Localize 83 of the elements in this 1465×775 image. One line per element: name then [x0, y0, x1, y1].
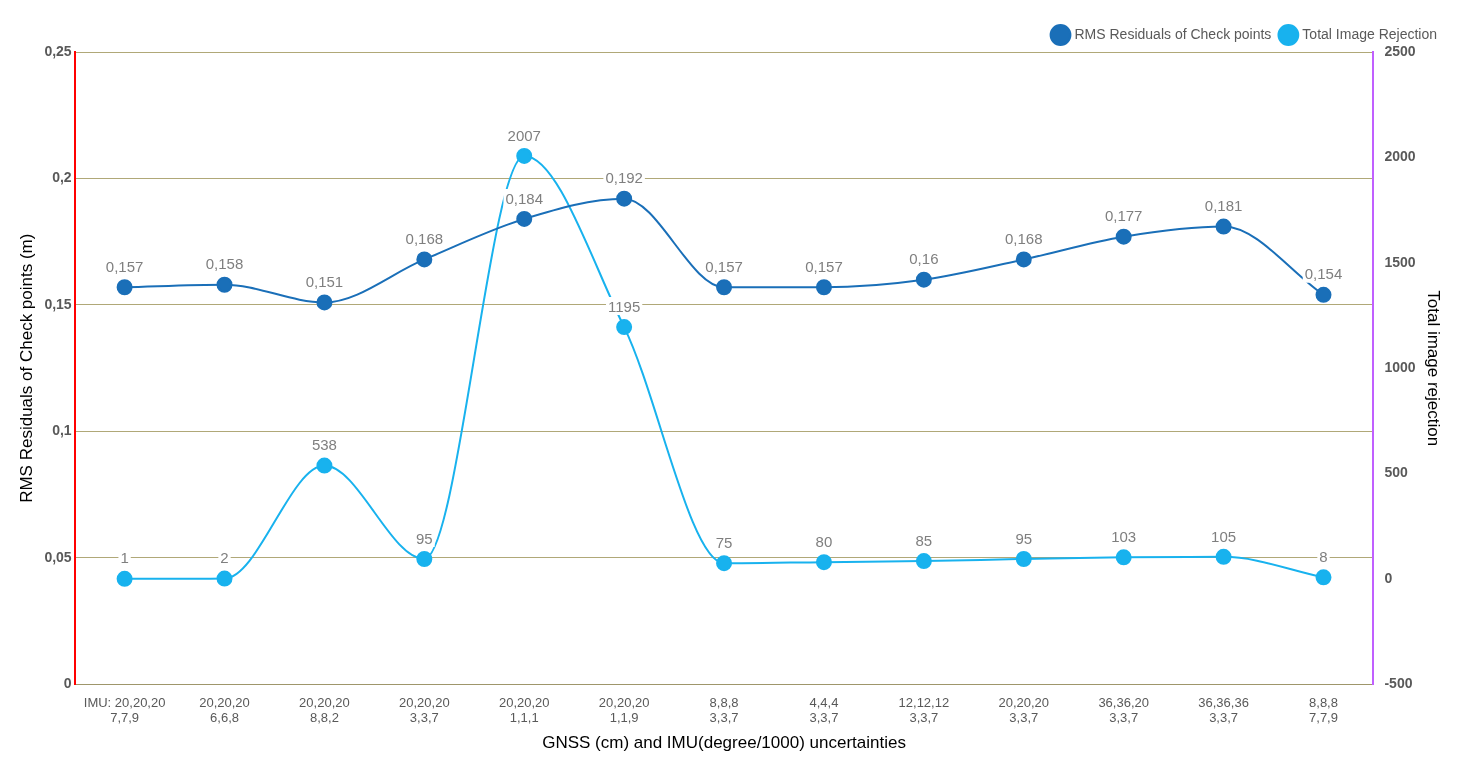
point: [1315, 569, 1332, 586]
point: [1215, 218, 1232, 235]
x-tick-label: 12,12,12 3,3,7: [898, 694, 950, 726]
data-label: 538: [311, 436, 337, 454]
data-label: 75: [715, 533, 733, 551]
data-label: 95: [1015, 529, 1033, 547]
data-label: 0,151: [305, 273, 344, 291]
point: [1015, 550, 1032, 567]
x-tick-label: 8,8,8 3,3,7: [709, 694, 739, 726]
point: [815, 554, 832, 571]
y-tick-label: 0,15: [44, 295, 72, 312]
data-label: 8: [1319, 547, 1328, 565]
y2-tick-label: 500: [1384, 464, 1409, 481]
data-label: 0,157: [105, 257, 144, 275]
data-label: 0,158: [205, 255, 244, 273]
y-tick-label: 0: [63, 675, 72, 692]
point: [716, 279, 733, 296]
data-label: 2: [220, 549, 229, 567]
data-label: 95: [415, 529, 433, 547]
point: [1315, 286, 1332, 303]
data-label: 0,168: [1005, 230, 1043, 248]
data-label: 1195: [608, 297, 641, 315]
point: [915, 553, 932, 570]
point: [1115, 228, 1132, 245]
point: [1115, 549, 1132, 566]
x-tick-label: 20,20,20 6,6,8: [199, 694, 250, 726]
point: [516, 210, 533, 227]
point: [316, 294, 333, 311]
y2-tick-label: 2500: [1384, 42, 1416, 59]
y2-tick-label: 1000: [1384, 359, 1416, 376]
y2-tick-label: 1500: [1384, 253, 1416, 270]
point: [316, 457, 333, 474]
x-tick-label: 20,20,20 1,1,1: [498, 694, 550, 726]
point: [216, 570, 233, 587]
y2-axis-title: Total image rejection: [1424, 290, 1444, 447]
y-axis-title: RMS Residuals of Check points (m): [16, 233, 36, 503]
legend-label: RMS Residuals of Check points: [1074, 25, 1272, 42]
data-label: 85: [915, 531, 933, 549]
x-tick-label: 20,20,20 1,1,9: [598, 694, 650, 726]
data-label: 0,16: [909, 250, 939, 268]
data-label: 0,177: [1104, 207, 1143, 225]
point: [516, 147, 533, 164]
y-tick-label: 0,2: [52, 169, 72, 186]
x-tick-label: 20,20,20 8,8,2: [299, 694, 350, 726]
y2-tick-label: 2000: [1384, 148, 1416, 165]
data-label: 0,154: [1304, 265, 1343, 283]
legend-label: Total Image Rejection: [1302, 25, 1438, 42]
point: [716, 555, 733, 572]
data-label: 0,157: [705, 257, 743, 275]
point: [116, 279, 133, 296]
data-label: 0,168: [405, 230, 444, 248]
data-label: 0,157: [805, 257, 843, 275]
x-axis-title: GNSS (cm) and IMU(degree/1000) uncertainties: [542, 733, 906, 753]
data-label: 80: [815, 532, 833, 550]
data-label: 0,181: [1204, 197, 1243, 215]
x-tick-label: IMU: 20,20,20 7,7,9: [83, 694, 166, 726]
y-tick-label: 0,25: [44, 42, 72, 59]
x-tick-label: 36,36,36 3,3,7: [1198, 694, 1249, 726]
y2-tick-label: 0: [1384, 569, 1393, 586]
data-label: 2007: [507, 126, 541, 144]
data-label: 1: [120, 549, 129, 567]
point: [416, 251, 433, 268]
x-tick-label: 36,36,20 3,3,7: [1098, 694, 1149, 726]
point: [915, 271, 932, 288]
point: [616, 319, 633, 336]
data-label: 0,192: [605, 169, 643, 187]
x-tick-label: 20,20,20 3,3,7: [998, 694, 1050, 726]
data-label: 0,184: [505, 189, 544, 207]
x-tick-label: 20,20,20 3,3,7: [399, 694, 450, 726]
point: [1215, 548, 1232, 565]
point: [1015, 251, 1032, 268]
y-tick-label: 0,05: [44, 548, 72, 565]
data-label: 105: [1211, 527, 1237, 545]
point: [616, 190, 633, 207]
point: [416, 550, 433, 567]
point: [116, 570, 133, 587]
x-tick-label: 4,4,4 3,3,7: [809, 694, 839, 726]
point: [216, 276, 233, 293]
data-label: 103: [1111, 527, 1137, 545]
y-tick-label: 0,1: [52, 422, 72, 439]
point: [815, 279, 832, 296]
x-tick-label: 8,8,8 7,7,9: [1309, 694, 1338, 726]
y2-tick-label: -500: [1384, 675, 1413, 692]
